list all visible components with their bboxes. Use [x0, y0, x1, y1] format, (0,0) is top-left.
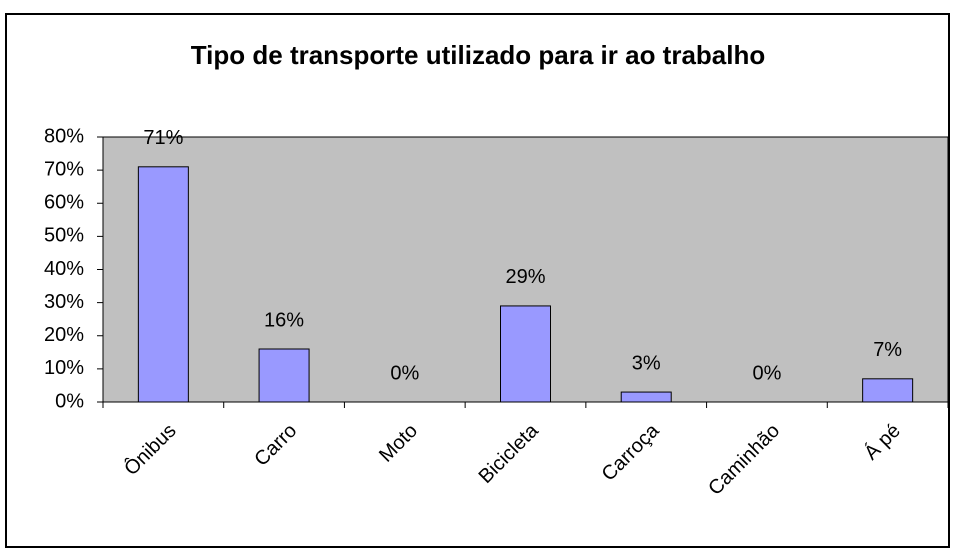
- data-label: 7%: [873, 339, 902, 361]
- data-label: 71%: [143, 127, 183, 149]
- y-tick-label: 70%: [44, 158, 84, 180]
- y-tick-label: 30%: [44, 291, 84, 313]
- bar: [620, 391, 672, 403]
- bar: [862, 378, 914, 403]
- y-tick-label: 50%: [44, 225, 84, 247]
- data-label: 3%: [632, 352, 661, 374]
- data-label: 29%: [505, 266, 545, 288]
- data-label: 0%: [752, 362, 781, 384]
- bar: [137, 166, 189, 403]
- y-tick-label: 20%: [44, 324, 84, 346]
- y-tick-label: 0%: [55, 390, 84, 412]
- data-label: 16%: [264, 309, 304, 331]
- y-tick-label: 80%: [44, 125, 84, 147]
- y-tick-label: 40%: [44, 258, 84, 280]
- data-label: 0%: [390, 362, 419, 384]
- bar: [500, 305, 551, 403]
- y-tick-label: 10%: [44, 357, 84, 379]
- bar: [258, 348, 310, 403]
- y-tick-label: 60%: [44, 192, 84, 214]
- chart-title: Tipo de transporte utilizado para ir ao …: [191, 40, 766, 70]
